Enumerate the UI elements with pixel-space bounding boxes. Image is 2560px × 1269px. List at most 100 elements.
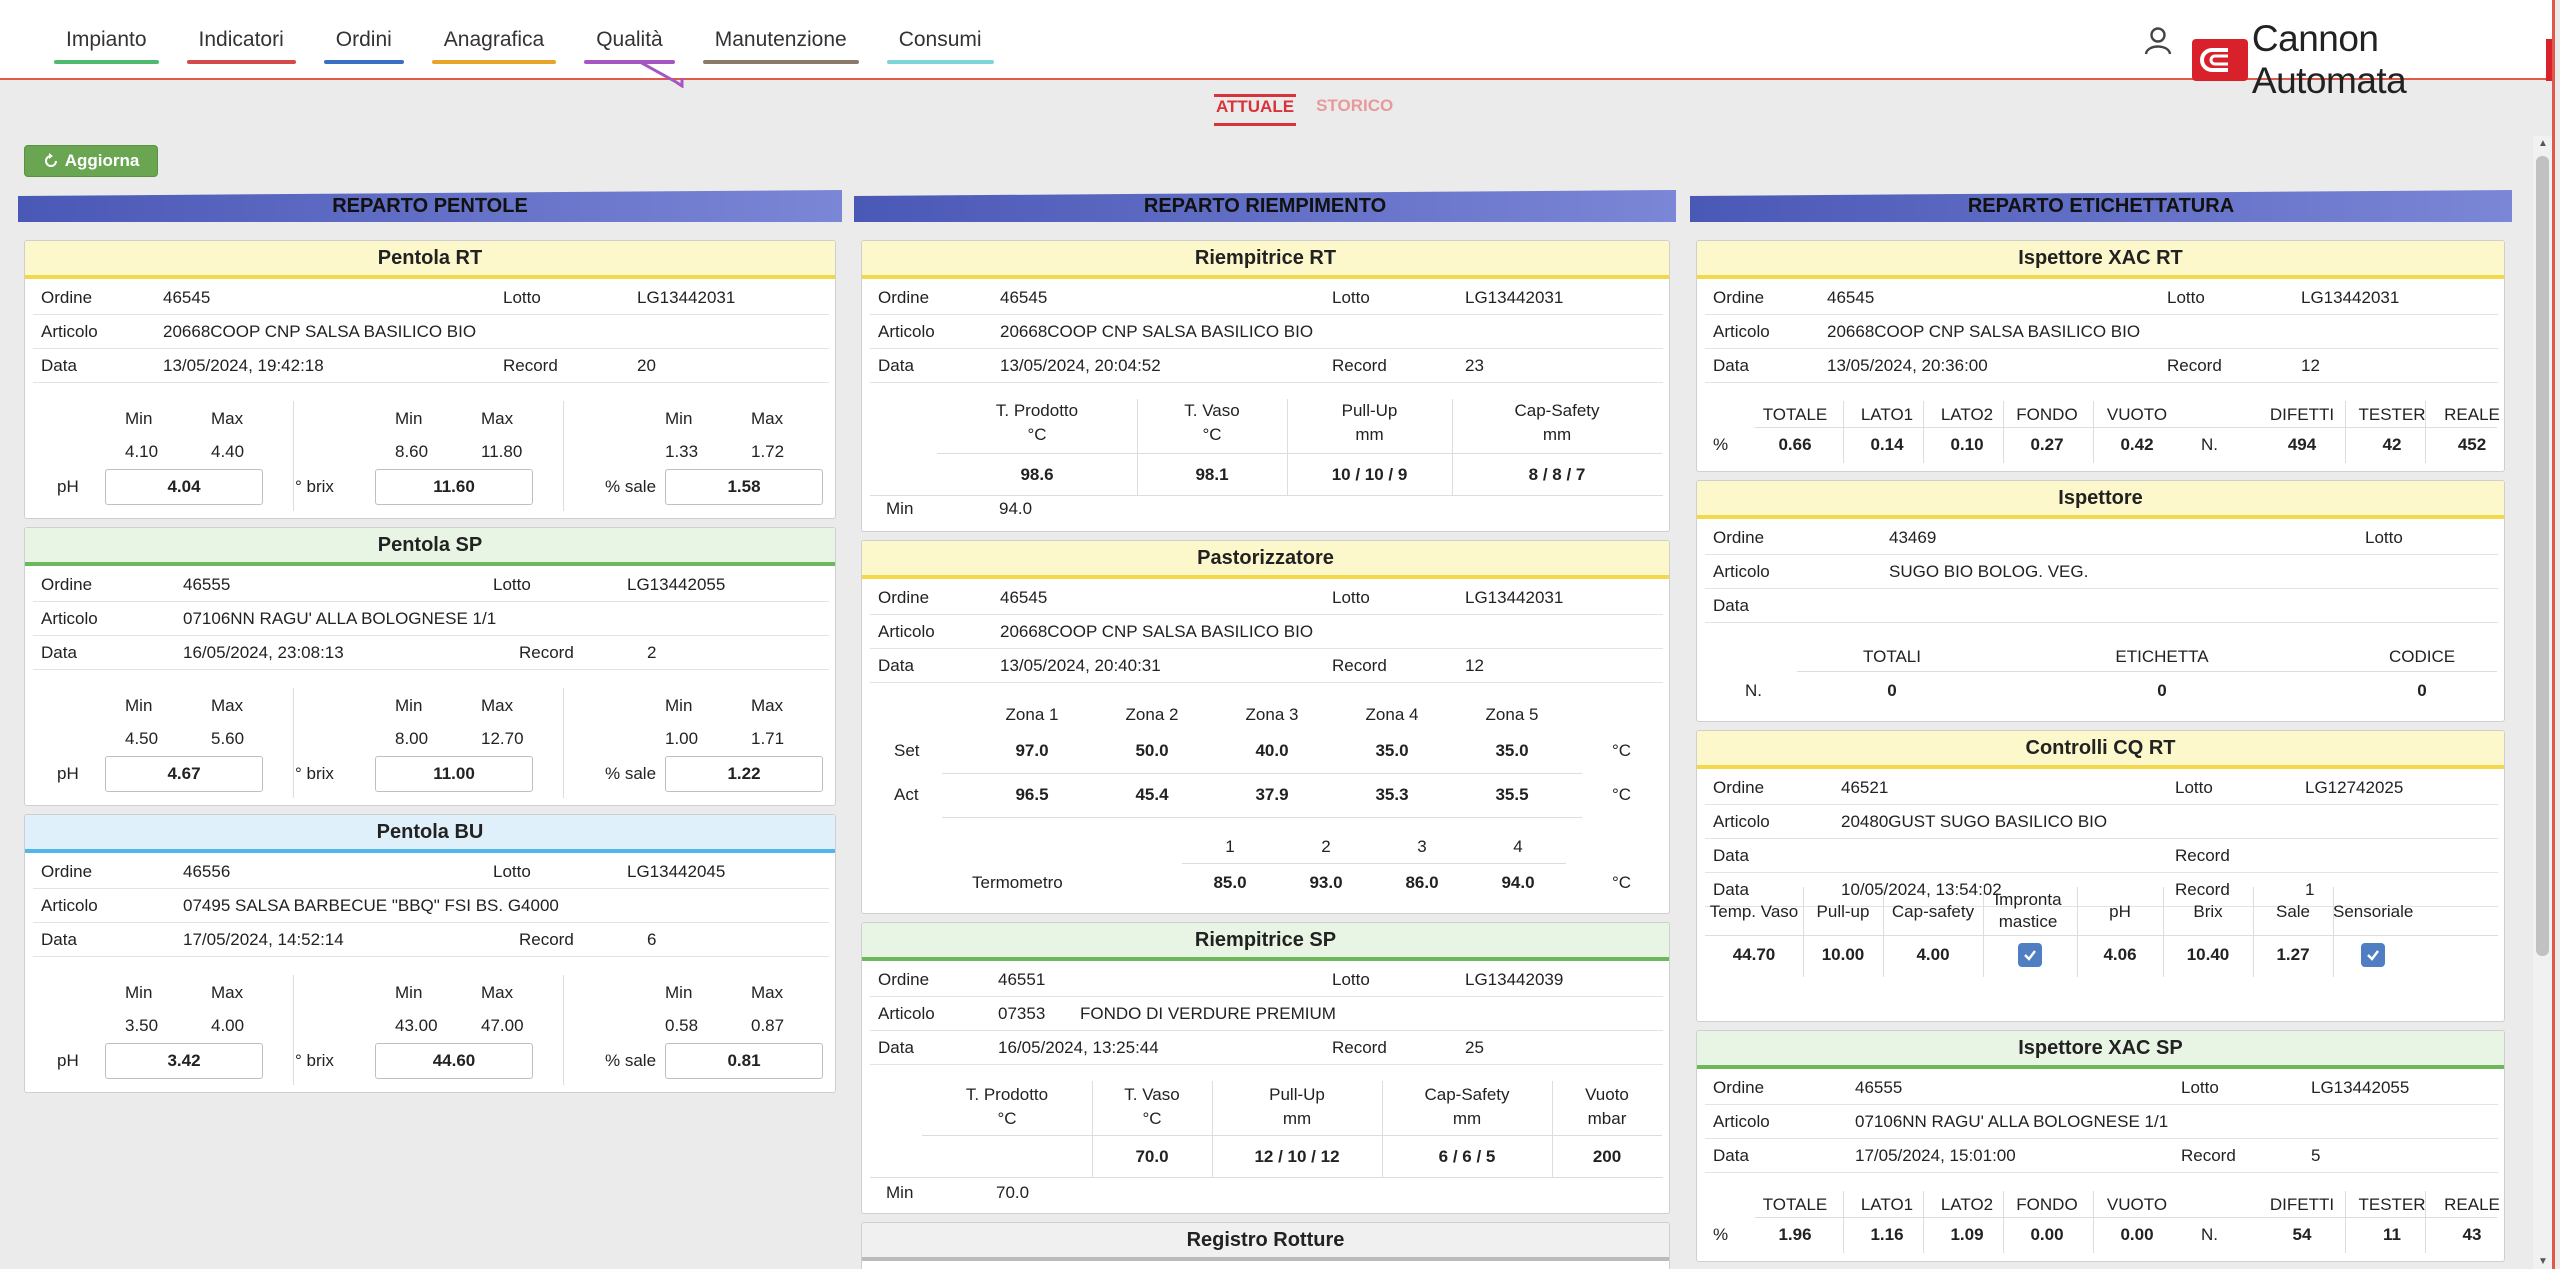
label-sale: % sale xyxy=(605,477,657,496)
label-max: Max xyxy=(211,409,244,428)
col-header: CODICE xyxy=(2388,647,2456,666)
nav-item-qualit[interactable]: Qualità xyxy=(570,0,689,80)
user-icon[interactable] xyxy=(2140,22,2176,58)
col-separator xyxy=(2345,401,2346,463)
label-data: Data xyxy=(1713,879,1749,899)
value-articolo: 20480GUST SUGO BASILICO BIO xyxy=(1841,811,2108,831)
group-separator xyxy=(293,688,294,798)
col-value: 1.27 xyxy=(2276,945,2310,964)
label-data: Data xyxy=(41,642,77,662)
nav-item-anagrafica[interactable]: Anagrafica xyxy=(418,0,570,80)
row-separator xyxy=(870,495,1663,496)
checkbox-checked-impronta[interactable] xyxy=(2018,943,2042,967)
info-row: Data 13/05/2024, 20:40:31 Record 12 xyxy=(870,649,1663,683)
value-data: 16/05/2024, 23:08:13 xyxy=(183,642,344,662)
info-row: Articolo 20668COOP CNP SALSA BASILICO BI… xyxy=(870,315,1663,349)
section-title-riempimento: REPARTO RIEMPIMENTO xyxy=(854,190,1676,222)
unit-celsius: °C xyxy=(1612,741,1632,760)
n-value: 494 xyxy=(2287,435,2317,454)
label-lotto: Lotto xyxy=(503,287,541,307)
info-row: Articolo 07106NN RAGU' ALLA BOLOGNESE 1/1 xyxy=(33,602,829,636)
panel-title: Ispettore xyxy=(1697,481,2504,519)
refresh-icon xyxy=(44,153,57,167)
value-record: 5 xyxy=(2311,1145,2321,1165)
refresh-button[interactable]: Aggiorna xyxy=(24,145,158,177)
info-row: Data 16/05/2024, 13:25:44 Record 25 xyxy=(870,1031,1663,1065)
value-record: 6 xyxy=(647,929,657,949)
col-value: 4.06 xyxy=(2103,945,2137,964)
col-separator xyxy=(1923,401,1924,463)
label-act: Act xyxy=(894,785,919,804)
tab-storico[interactable]: STORICO xyxy=(1316,96,1394,115)
value-box-brix: 44.60 xyxy=(375,1043,533,1079)
col-value: 6 / 6 / 5 xyxy=(1438,1147,1496,1166)
pct-value: 1.09 xyxy=(1950,1225,1984,1244)
nav-item-consumi[interactable]: Consumi xyxy=(873,0,1008,80)
n-header: REALE xyxy=(2444,405,2500,424)
value-min: 8.00 xyxy=(395,729,429,748)
brand-bar xyxy=(2546,39,2552,81)
nav-item-indicatori[interactable]: Indicatori xyxy=(173,0,310,80)
label-max: Max xyxy=(481,696,514,715)
value-min: 8.60 xyxy=(395,442,429,461)
pct-header: LATO2 xyxy=(1940,405,1994,424)
row-separator xyxy=(1797,671,2497,672)
scroll-up-icon[interactable]: ▲ xyxy=(2538,138,2548,149)
value-articolo: 20668COOP CNP SALSA BASILICO BIO xyxy=(163,321,477,341)
label-min: Min xyxy=(395,696,423,715)
value-data: 13/05/2024, 19:42:18 xyxy=(163,355,324,375)
col-header: Cap-Safety xyxy=(1424,1085,1510,1104)
info-row: Ordine 46545 Lotto LG13442031 xyxy=(870,581,1663,615)
label-max: Max xyxy=(211,983,244,1002)
label-record: Record xyxy=(2181,1145,2236,1165)
value-articolo-code: 07353 xyxy=(998,1003,1046,1023)
info-row: Data Record xyxy=(1705,839,2498,873)
col-separator xyxy=(2425,401,2426,463)
group-separator xyxy=(293,975,294,1085)
checkbox-checked-sensoriale[interactable] xyxy=(2361,943,2385,967)
label-lotto: Lotto xyxy=(1332,287,1370,307)
value-lotto: LG13442055 xyxy=(2311,1077,2410,1097)
tab-attuale[interactable]: ATTUALE xyxy=(1214,94,1297,126)
info-row: Data 17/05/2024, 15:01:00 Record 5 xyxy=(1705,1139,2498,1173)
scroll-down-icon[interactable]: ▼ xyxy=(2538,1256,2548,1267)
info-row: Ordine 46555 Lotto LG13442055 xyxy=(1705,1071,2498,1105)
label-min: Min xyxy=(125,409,153,428)
label-min: Min xyxy=(665,983,693,1002)
n-value: 42 xyxy=(2382,435,2402,454)
set-value: 97.0 xyxy=(1015,741,1049,760)
label-ordine: Ordine xyxy=(41,861,93,881)
col-value: 0 xyxy=(1887,681,1897,700)
nav-item-manutenzione[interactable]: Manutenzione xyxy=(689,0,873,80)
row-separator xyxy=(870,1177,1663,1178)
label-min: Min xyxy=(886,499,914,518)
label-data: Data xyxy=(1713,1145,1749,1165)
value-ordine: 46521 xyxy=(1841,777,1889,797)
col-value: 12 / 10 / 12 xyxy=(1254,1147,1340,1166)
n-header: REALE xyxy=(2444,1195,2500,1214)
nav-item-label: Ordini xyxy=(335,28,392,51)
value-articolo: FONDO DI VERDURE PREMIUM xyxy=(1080,1003,1336,1023)
act-value: 96.5 xyxy=(1015,785,1049,804)
nav-item-impianto[interactable]: Impianto xyxy=(40,0,173,80)
col-unit: °C xyxy=(1202,425,1222,444)
scrollbar-thumb[interactable] xyxy=(2536,156,2549,956)
label-ordine: Ordine xyxy=(1713,777,1765,797)
nav-item-ordini[interactable]: Ordini xyxy=(310,0,418,80)
page-scrollbar[interactable]: ▲ ▼ xyxy=(2533,136,2552,1269)
label-sale: % sale xyxy=(605,764,657,783)
col-value: 200 xyxy=(1592,1147,1622,1166)
label-n: N. xyxy=(1745,681,1762,700)
value-sale: 1.58 xyxy=(727,477,761,496)
label-ordine: Ordine xyxy=(878,287,930,307)
value-max: 4.00 xyxy=(211,1016,245,1035)
label-pct: % xyxy=(1713,1225,1729,1244)
nav-item-label: Impianto xyxy=(66,28,147,51)
value-max: 1.72 xyxy=(751,442,785,461)
info-row: Articolo 20668COOP CNP SALSA BASILICO BIO xyxy=(33,315,829,349)
nav-underline xyxy=(186,60,296,64)
label-min: Min xyxy=(125,696,153,715)
value-lotto: LG13442055 xyxy=(627,574,726,594)
label-articolo: Articolo xyxy=(878,621,935,641)
col-value: 4.00 xyxy=(1916,945,1950,964)
